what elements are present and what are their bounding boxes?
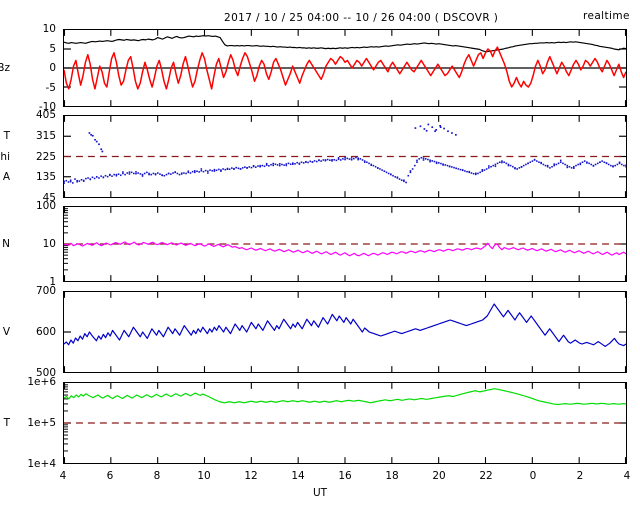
y-tick-label: 135: [35, 171, 56, 184]
panel-proton-density: [63, 206, 627, 282]
y-tick-label: 100: [35, 200, 56, 212]
y-tick-label: 45: [42, 192, 56, 204]
y-tick-label: 10: [42, 238, 56, 250]
proton-density-plot-area: [64, 207, 626, 281]
realtime-status-label: realtime: [583, 10, 630, 22]
row-label: T: [3, 417, 10, 429]
x-tick-label: 4: [59, 470, 67, 482]
x-tick-label: 10: [197, 470, 211, 482]
page-title: 2017 / 10 / 25 04:00 -- 10 / 26 04:00 ( …: [224, 12, 499, 24]
x-tick-label: 8: [153, 470, 161, 482]
y-tick-label: 600: [35, 326, 56, 338]
field-angles-plot-area: [64, 116, 626, 197]
magnetic-field-plot-area: [64, 30, 626, 106]
y-tick-label: 500: [35, 367, 56, 379]
row-label: Bt,Bz: [0, 62, 10, 74]
row-label: V: [2, 326, 10, 338]
y-tick-label: 1e+6: [27, 376, 56, 388]
y-tick-label: 0: [49, 62, 56, 74]
row-label: Phi: [0, 150, 10, 163]
panel-field-angles: [63, 115, 627, 198]
x-tick-label: 4: [623, 470, 631, 482]
y-tick-label: 315: [35, 129, 56, 142]
y-tick-label: -10: [38, 101, 56, 113]
x-tick-label: 14: [291, 470, 305, 482]
x-tick-label: 16: [338, 470, 352, 482]
y-tick-label: 5: [49, 42, 56, 55]
x-tick-label: 0: [529, 470, 537, 482]
x-tick-label: 6: [106, 470, 114, 482]
row-label: N: [2, 238, 10, 250]
panel-solar-wind-speed: [63, 291, 627, 373]
x-tick-label: 12: [244, 470, 258, 482]
solar-wind-speed-plot-area: [64, 292, 626, 372]
panel-proton-temperature: [63, 382, 627, 464]
x-tick-label: 2: [576, 470, 584, 482]
row-label: T: [3, 129, 10, 142]
x-tick-label: 18: [385, 470, 399, 482]
y-tick-label: 1e+4: [27, 458, 56, 470]
proton-temperature-plot-area: [64, 383, 626, 463]
y-tick-label: 405: [35, 109, 56, 121]
y-tick-label: 1e+5: [27, 417, 56, 429]
x-tick-label: 20: [432, 470, 446, 482]
y-tick-label: 10: [42, 23, 56, 35]
x-tick-label: 22: [479, 470, 493, 482]
x-axis-label: UT: [312, 487, 328, 499]
y-tick-label: 225: [35, 150, 56, 163]
y-tick-label: 700: [35, 285, 56, 297]
panel-magnetic-field: [63, 29, 627, 107]
row-label: A: [2, 171, 10, 184]
y-tick-label: -5: [45, 81, 56, 94]
y-tick-label: 1: [49, 276, 56, 288]
